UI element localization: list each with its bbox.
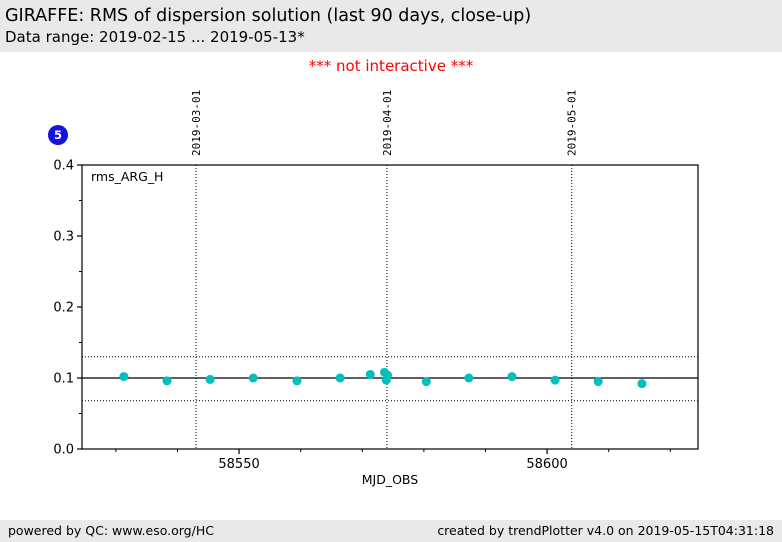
y-tick-label: 0.3 [53,230,74,245]
date-tick-label: 2019-04-01 [381,90,394,156]
data-point [292,376,302,386]
data-point [593,377,603,387]
footer-bar: powered by QC: www.eso.org/HC created by… [0,520,782,542]
data-point [421,377,431,387]
data-point [205,374,215,384]
x-tick-label: 58600 [526,457,567,472]
data-point [119,372,129,382]
data-point [335,373,345,383]
x-axis-title: MJD_OBS [362,472,419,487]
data-point [365,369,375,379]
data-point [507,372,517,382]
date-tick-label: 2019-03-01 [190,90,203,156]
plot-border [81,164,699,450]
y-tick-label: 0.0 [53,443,74,458]
data-point [637,379,647,389]
not-interactive-notice: *** not interactive *** [308,57,474,75]
footer-left-text: powered by QC: www.eso.org/HC [8,523,214,538]
y-tick-label: 0.1 [53,372,74,387]
page-title: GIRAFFE: RMS of dispersion solution (las… [5,6,532,26]
data-point [464,373,474,383]
legend-label: rms_ARG_H [91,169,163,184]
header: GIRAFFE: RMS of dispersion solution (las… [0,0,782,52]
scatter-chart: 2019-03-01 2019-04-01 2019-05-01 0.0 0.1 0.2 0… [53,90,699,487]
y-tick-label: 0.2 [53,301,74,316]
count-badge: 5 [48,125,68,145]
data-range-subtitle: Data range: 2019-02-15 ... 2019-05-13* [5,28,305,46]
data-point [550,375,560,385]
data-point [248,373,258,383]
x-tick-label: 58550 [218,457,259,472]
y-tick-label: 0.4 [53,159,74,174]
footer-right-text: created by trendPlotter v4.0 on 2019-05-… [437,523,774,538]
data-point [381,375,391,385]
date-tick-label: 2019-05-01 [566,90,579,156]
data-point [162,376,172,386]
